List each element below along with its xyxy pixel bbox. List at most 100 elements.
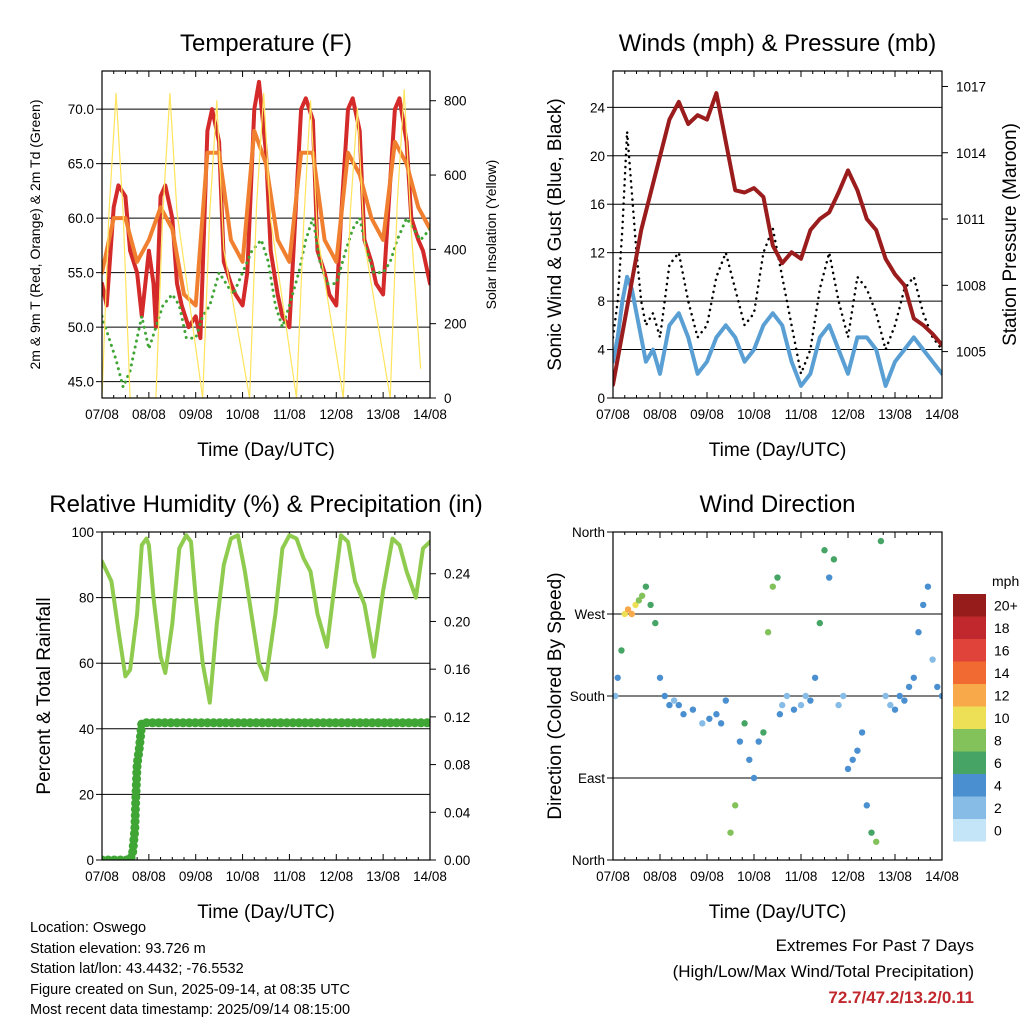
- x-tick-label: 12/08: [831, 407, 865, 422]
- x-tick-label: 09/08: [690, 407, 724, 422]
- wind-direction-point: [863, 802, 870, 809]
- wind-direction-point: [849, 756, 856, 763]
- legend-swatch: [953, 729, 986, 752]
- legend-label: 6: [994, 755, 1002, 771]
- wind-direction-point: [868, 829, 875, 836]
- dewpoint-series: [102, 216, 430, 389]
- extremes-title: Extremes For Past 7 Days: [775, 936, 974, 955]
- y-tick-label: North: [572, 525, 605, 540]
- y-tick-label: North: [572, 853, 605, 868]
- y-axis-label: Direction (Colored By Speed): [545, 572, 566, 819]
- winds-pressure-panel: Winds (mph) & Pressure (mb) 0 4 8 12 16 20 24 10…: [545, 30, 1021, 461]
- y-tick-label: 45.0: [68, 375, 94, 390]
- plot-area: [613, 537, 942, 845]
- x-tick-label: 14/08: [925, 407, 959, 422]
- chart-title: Temperature (F): [180, 30, 352, 57]
- x-tick-label: 13/08: [366, 407, 400, 422]
- x-tick-label: 13/08: [878, 407, 912, 422]
- wind-direction-point: [915, 629, 922, 636]
- x-tick-label: 08/08: [132, 407, 166, 422]
- y2-axis-label: Solar Insolation (Yellow): [483, 160, 499, 310]
- wind-direction-point: [807, 697, 814, 704]
- y-tick-label: 60.0: [68, 211, 94, 226]
- wind-direction-point: [882, 692, 889, 700]
- wind-direction-point: [776, 711, 784, 718]
- wind-direction-point: [764, 629, 772, 636]
- wind-direction-point: [675, 701, 682, 709]
- latlon-text: Station lat/lon: 43.4432; -76.5532: [30, 961, 244, 977]
- wind-direction-point: [699, 720, 706, 727]
- x-tick-label: 10/08: [737, 869, 771, 884]
- legend-label: 18: [994, 620, 1010, 636]
- plot-frame: [101, 531, 431, 861]
- legend-swatch: [953, 661, 986, 684]
- wind-direction-point: [934, 683, 941, 691]
- legend-swatch: [953, 684, 986, 707]
- x-tick-label: 13/08: [878, 869, 912, 884]
- y-tick-label: 20: [590, 149, 605, 164]
- wind-direction-point: [835, 701, 842, 709]
- y2-axis-label: Station Pressure (Maroon): [1000, 123, 1021, 346]
- wind-direction-point: [618, 647, 625, 654]
- y-tick-label: 100: [71, 525, 94, 540]
- y-tick-label: South: [570, 689, 605, 704]
- wind-direction-point: [938, 692, 942, 700]
- x-tick-label: 11/08: [273, 407, 306, 422]
- temperature-panel: Temperature (F) 45.0 50.0 55.0 60.0 65.0 70.0 0…: [27, 30, 499, 461]
- wind-direction-point: [826, 574, 833, 581]
- wind-direction-point: [858, 729, 866, 736]
- wind-direction-point: [628, 610, 635, 618]
- wind-direction-point: [901, 697, 908, 704]
- wind-direction-point: [652, 619, 659, 627]
- rh-series: [102, 533, 430, 705]
- wind-direction-point: [717, 720, 725, 727]
- x-tick-label: 14/08: [413, 407, 447, 422]
- y2-tick-label: 400: [444, 242, 467, 257]
- wind-direction-point: [656, 674, 664, 681]
- y-tick-label: West: [574, 607, 605, 622]
- x-tick-label: 12/08: [319, 869, 353, 884]
- x-tick-label: 08/08: [643, 407, 677, 422]
- x-tick-label: 07/08: [596, 869, 630, 884]
- y2-tick-label: 0: [444, 391, 452, 406]
- wind-direction-point: [689, 706, 697, 713]
- legend-swatch: [953, 616, 986, 639]
- legend-swatch: [953, 639, 986, 662]
- x-tick-label: 11/08: [785, 869, 818, 884]
- x-tick-label: 09/08: [690, 869, 724, 884]
- wind-direction-point: [779, 701, 786, 709]
- legend-label: 16: [994, 642, 1010, 658]
- x-tick-label: 12/08: [831, 869, 865, 884]
- wind-direction-point: [783, 692, 791, 700]
- wind-direction-point: [844, 765, 852, 773]
- y2-tick-label: 0.20: [444, 614, 470, 629]
- wind-direction-point: [632, 601, 639, 609]
- pressure-series: [613, 91, 942, 387]
- wind-direction-point: [877, 537, 885, 545]
- legend-swatch: [953, 594, 986, 617]
- wind-direction-point: [830, 556, 838, 563]
- legend-label: 12: [994, 687, 1010, 703]
- wind-direction-point: [732, 802, 739, 809]
- wind-series: [613, 274, 942, 388]
- wind-direction-point: [642, 583, 650, 590]
- wind-direction-point: [910, 674, 917, 681]
- x-axis-label: Time (Day/UTC): [197, 902, 335, 923]
- wind-direction-point: [621, 610, 628, 618]
- wind-direction-point: [624, 606, 632, 613]
- y-tick-label: 80: [79, 591, 94, 606]
- x-tick-label: 08/08: [132, 869, 166, 884]
- y2-tick-label: 0.00: [444, 853, 470, 868]
- chart-title: Wind Direction: [699, 491, 855, 518]
- y2-tick-label: 0.12: [444, 710, 470, 725]
- y2-tick-label: 800: [444, 94, 467, 109]
- legend-title: mph: [992, 573, 1019, 589]
- x-tick-label: 09/08: [179, 869, 213, 884]
- plot-area: [613, 91, 942, 388]
- station-info: Location: Oswego Station elevation: 93.7…: [30, 918, 350, 1021]
- x-tick-label: 09/08: [179, 407, 213, 422]
- wind-direction-point: [924, 583, 932, 590]
- wind-direction-point: [741, 720, 748, 727]
- wind-direction-point: [635, 597, 643, 604]
